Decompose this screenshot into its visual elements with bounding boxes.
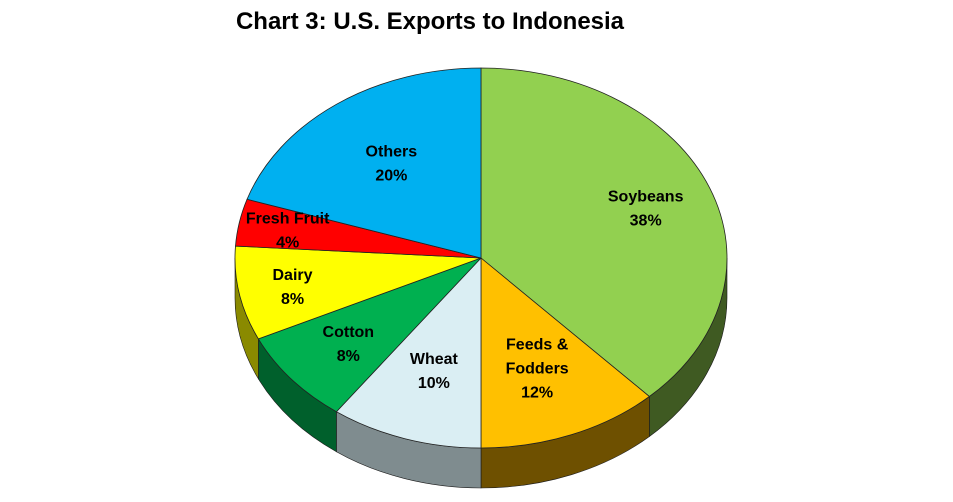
slice-label-line-soybeans: Soybeans: [608, 189, 684, 206]
slice-label-line-feeds-fodders: Feeds &: [506, 337, 569, 354]
slice-label-line-cotton: 8%: [337, 348, 360, 365]
slice-label-line-feeds-fodders: Fodders: [506, 361, 569, 378]
slice-label-line-soybeans: 38%: [630, 213, 662, 230]
slice-label-wheat: Wheat 10%: [410, 351, 459, 392]
slice-label-line-others: 20%: [375, 168, 407, 185]
pie-slice-cotton: [257, 257, 482, 413]
slice-label-line-fresh-fruit: Fresh Fruit: [246, 211, 330, 228]
slice-label-line-dairy: Dairy: [273, 267, 313, 284]
pie-slice-soybeans: [480, 67, 728, 398]
slice-label-others: Others 20%: [366, 144, 418, 185]
slice-label-line-wheat: 10%: [418, 375, 450, 392]
slice-label-line-cotton: Cotton: [323, 324, 375, 341]
slice-label-line-dairy: 8%: [281, 291, 304, 308]
pie-tops: [234, 67, 728, 449]
pie-slice-others: [246, 67, 482, 259]
slice-label-line-fresh-fruit: 4%: [276, 235, 299, 252]
slice-label-line-others: Others: [366, 144, 418, 161]
slice-label-dairy: Dairy 8%: [273, 267, 313, 308]
slice-label-feeds-fodders: Feeds & Fodders 12%: [506, 337, 569, 402]
pie-slice-feeds-fodders: [480, 257, 651, 449]
pie-slice-dairy: [234, 245, 482, 340]
slice-label-line-wheat: Wheat: [410, 351, 459, 368]
chart-title: Chart 3: U.S. Exports to Indonesia: [235, 8, 625, 35]
slice-label-fresh-fruit: Fresh Fruit 4%: [246, 211, 330, 252]
slice-label-soybeans: Soybeans 38%: [608, 189, 684, 230]
pie-slice-wheat: [335, 256, 482, 449]
slice-label-line-feeds-fodders: 12%: [521, 385, 553, 402]
slice-label-cotton: Cotton 8%: [323, 324, 375, 365]
pie-labels: Soybeans 38% Feeds & Fodders 12% Wheat 10% Cott…: [246, 144, 684, 402]
